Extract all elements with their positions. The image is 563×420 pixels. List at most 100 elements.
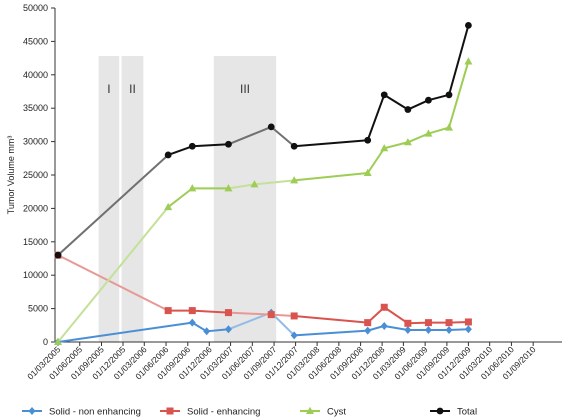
legend-swatch-total — [436, 407, 444, 415]
series-segment — [191, 321, 208, 333]
data-point — [403, 138, 412, 146]
data-point — [188, 184, 197, 192]
data-point — [445, 91, 453, 99]
y-tick-label: 0 — [43, 337, 48, 347]
series-segment — [294, 329, 368, 337]
series-segment — [254, 179, 295, 186]
data-point — [364, 136, 372, 144]
data-point — [188, 318, 196, 327]
data-point — [164, 151, 172, 159]
x-ticks: 01/03/200501/06/200501/09/200501/12/2005… — [25, 342, 538, 381]
series-segment — [294, 172, 368, 182]
series-segment — [167, 187, 193, 208]
legend-swatch-cyst — [306, 406, 314, 414]
series-segment — [271, 313, 295, 317]
series-segment — [192, 143, 229, 148]
series-segment — [383, 306, 409, 325]
series-segment — [270, 126, 295, 148]
data-point — [404, 319, 412, 327]
series-segment — [228, 183, 255, 190]
series-segment — [428, 126, 450, 135]
data-point — [404, 106, 412, 113]
series-segment — [167, 145, 193, 156]
legend-label-solid-enhancing: Solid - enhancing — [187, 407, 260, 418]
series-segment — [366, 94, 386, 141]
y-tick-label: 10000 — [23, 270, 48, 280]
treatment-bands: I II III — [98, 56, 277, 342]
data-point — [464, 57, 473, 65]
y-tick-label: 5000 — [28, 304, 48, 314]
band-label-II: II — [129, 82, 136, 96]
data-point — [380, 321, 388, 330]
y-tick-label: 30000 — [23, 137, 48, 147]
series-segment — [383, 141, 409, 150]
series-segment — [294, 314, 368, 324]
data-point — [425, 96, 432, 104]
data-point — [380, 91, 388, 99]
series-total — [54, 21, 472, 259]
band-III — [213, 56, 277, 342]
data-point — [424, 319, 432, 327]
y-tick-label: 40000 — [23, 70, 48, 80]
series-cyst — [54, 57, 473, 345]
data-point — [188, 142, 196, 150]
series-segment — [57, 206, 169, 343]
data-point — [404, 325, 412, 334]
y-tick-label: 50000 — [23, 3, 48, 13]
series-segment — [57, 154, 169, 256]
series-segment — [448, 61, 470, 128]
data-point — [424, 325, 432, 334]
series-segment — [384, 324, 409, 331]
y-ticks: 0 5000 10000 15000 20000 25000 30000 35000 40000… — [23, 3, 55, 347]
data-point — [290, 176, 299, 184]
series-segment — [407, 132, 429, 144]
data-point — [364, 326, 372, 335]
data-point — [290, 331, 298, 340]
data-point — [380, 303, 388, 311]
legend-label-cyst: Cyst — [327, 407, 346, 418]
data-point — [424, 129, 433, 137]
data-point — [250, 180, 259, 188]
series-segment — [228, 311, 272, 316]
legend-label-total: Total — [457, 407, 477, 418]
series-segment — [206, 328, 229, 333]
y-tick-label: 35000 — [23, 103, 48, 113]
series-segment — [383, 93, 409, 111]
data-point — [164, 307, 172, 315]
data-point — [54, 251, 62, 259]
legend: Solid - non enhancing Solid - enhancing Cy… — [22, 407, 477, 418]
y-tick-label: 25000 — [23, 170, 48, 180]
y-axis-label: Tumor Volume mm³ — [6, 136, 16, 215]
data-point — [224, 325, 232, 334]
series-segment — [228, 125, 272, 146]
series-segment — [192, 309, 229, 314]
data-point — [465, 21, 472, 29]
series-solid-non-enhancing — [54, 308, 472, 346]
series-segment — [294, 139, 368, 148]
data-point — [224, 309, 232, 317]
series-segment — [228, 311, 272, 331]
data-point — [380, 144, 389, 152]
data-point — [203, 327, 211, 336]
data-point — [290, 142, 298, 150]
data-point — [225, 140, 232, 148]
data-point — [188, 307, 196, 315]
series-segment — [448, 25, 470, 96]
series-segment — [270, 311, 295, 337]
data-point — [445, 319, 453, 327]
legend-swatch-solid-non-enhancing — [28, 407, 36, 415]
data-point — [364, 319, 372, 327]
y-tick-label: 20000 — [23, 203, 48, 213]
data-point — [267, 311, 275, 319]
band-label-III: III — [240, 82, 250, 96]
data-point — [224, 184, 233, 192]
series-segment — [366, 147, 386, 174]
series-segment — [57, 321, 193, 343]
data-point — [290, 312, 298, 320]
y-tick-label: 45000 — [23, 36, 48, 46]
y-tick-label: 15000 — [23, 237, 48, 247]
data-point — [363, 168, 372, 176]
data-point — [54, 337, 62, 345]
legend-label-solid-non-enhancing: Solid - non enhancing — [49, 407, 141, 418]
